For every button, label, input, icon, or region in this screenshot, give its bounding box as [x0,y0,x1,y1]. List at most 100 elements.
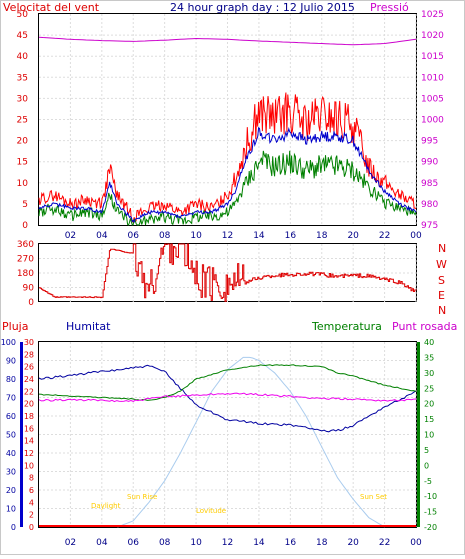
humidity-y-tick-label: 20 [6,486,16,495]
humidity-y-tick-label: 0 [11,523,16,532]
temperature-y-tick-label: 40 [424,338,434,347]
rain-y-tick-label: 10 [24,461,34,470]
x-tick-label: 08 [159,538,171,548]
pressure-y-tick-label: 975 [421,221,438,231]
humidity-y-tick-label: 100 [1,338,16,347]
temperature-y-tick-label: 5 [424,446,429,455]
temperature-y-tick-label: -15 [424,508,437,517]
rain-y-tick-label: 6 [29,486,34,495]
direction-y-tick-label: 360 [17,240,34,250]
rain-y-tick-label: 12 [24,449,34,458]
x-tick-label: 10 [190,538,202,548]
wind-y-tick-label: 15 [17,158,28,168]
cardinal-s: S [438,274,445,287]
wind-y-tick-label: 50 [17,10,29,20]
rain-y-tick-label: 24 [24,375,34,384]
humidity-y-tick-label: 30 [6,468,16,477]
rain-y-tick-label: 0 [29,523,34,532]
x-tick-label: 04 [96,231,108,241]
temperature-y-tick-label: 0 [424,461,429,470]
x-tick-label: 16 [285,538,297,548]
pressure-line [38,36,417,46]
wind-gust-line [38,92,417,224]
temperature-y-tick-label: 20 [424,400,434,409]
wind-y-tick-label: 35 [17,73,28,83]
wind-average-line [38,126,417,224]
temperature-axis-bar [417,342,420,527]
direction-y-tick-label: 270 [17,255,34,265]
humidity-axis-bar [20,342,23,527]
axis-layer: 0510152025303540455097598098599099510001… [1,10,444,548]
x-tick-label: 14 [253,231,265,241]
wind-y-tick-label: 40 [17,52,29,62]
x-tick-label: 08 [159,231,171,241]
rain-y-tick-label: 30 [24,338,34,347]
temperature-y-tick-label: -20 [424,523,437,532]
x-tick-label: 22 [379,538,390,548]
wind-y-tick-label: 20 [17,137,29,147]
temperature-line [38,364,417,401]
humidity-y-tick-label: 10 [6,505,16,514]
wind-y-tick-label: 30 [17,94,29,104]
humidity-y-tick-label: 60 [6,412,16,421]
humidity-y-tick-label: 80 [6,375,16,384]
pressure-y-tick-label: 1010 [421,73,444,83]
rain-y-tick-label: 28 [24,350,34,359]
temperature-y-tick-label: -5 [424,477,432,486]
pressure-y-tick-label: 1015 [421,52,444,62]
temperature-y-tick-label: 35 [424,353,434,362]
humidity-y-tick-label: 90 [6,357,16,366]
temperature-y-tick-label: 15 [424,415,434,424]
direction-y-tick-label: 180 [17,269,34,279]
pressure-y-tick-label: 985 [421,179,438,189]
x-tick-label: 06 [128,231,140,241]
rain-y-tick-label: 18 [24,412,34,421]
wind-y-tick-label: 45 [17,31,28,41]
rain-label: Pluja [2,320,28,333]
series-layer [38,36,417,528]
first-light-label: Daylight [91,502,121,510]
wind-y-tick-label: 25 [17,116,28,126]
pressure-y-tick-label: 1005 [421,94,444,104]
direction-y-tick-label: 0 [28,298,34,308]
rain-y-tick-label: 8 [29,474,34,483]
x-tick-label: 02 [65,538,76,548]
wind-y-tick-label: 10 [17,179,29,189]
solar-noon-label: Lovitude [196,507,226,515]
wind-speed-label: Velocitat del vent [3,1,100,14]
dewpoint-label: Punt rosada [392,320,457,333]
x-tick-label: 00 [410,231,422,241]
rain-y-tick-label: 14 [24,437,34,446]
humidity-y-tick-label: 40 [6,449,16,458]
x-tick-label: 06 [128,538,140,548]
x-tick-label: 22 [379,231,390,241]
temperature-y-tick-label: 10 [424,431,434,440]
cardinal-w: W [436,258,447,271]
humidity-y-tick-label: 70 [6,394,16,403]
x-tick-label: 18 [316,538,328,548]
x-tick-label: 18 [316,231,328,241]
dewpoint-line [38,392,417,403]
temperature-y-tick-label: 25 [424,384,434,393]
x-tick-label: 20 [347,231,359,241]
humidity-label: Humitat [66,320,111,333]
rain-y-tick-label: 4 [29,498,34,507]
rain-y-tick-label: 22 [24,387,34,396]
cardinal-n-top: N [438,242,446,255]
x-tick-label: 10 [190,231,202,241]
humidity-line [38,364,417,433]
pressure-y-tick-label: 980 [421,200,438,210]
x-tick-label: 00 [410,538,422,548]
solar-radiation-curve [117,356,385,528]
cardinal-n-bottom: N [438,304,446,317]
temperature-y-tick-label: 30 [424,369,434,378]
pressure-y-tick-label: 1020 [421,31,444,41]
sunrise-label: Sun Rise [127,493,157,501]
rain-y-tick-label: 2 [29,511,34,520]
temperature-label: Temperatura [311,320,382,333]
direction-y-tick-label: 90 [23,284,35,294]
pressure-y-tick-label: 1000 [421,116,444,126]
x-tick-label: 12 [222,231,233,241]
